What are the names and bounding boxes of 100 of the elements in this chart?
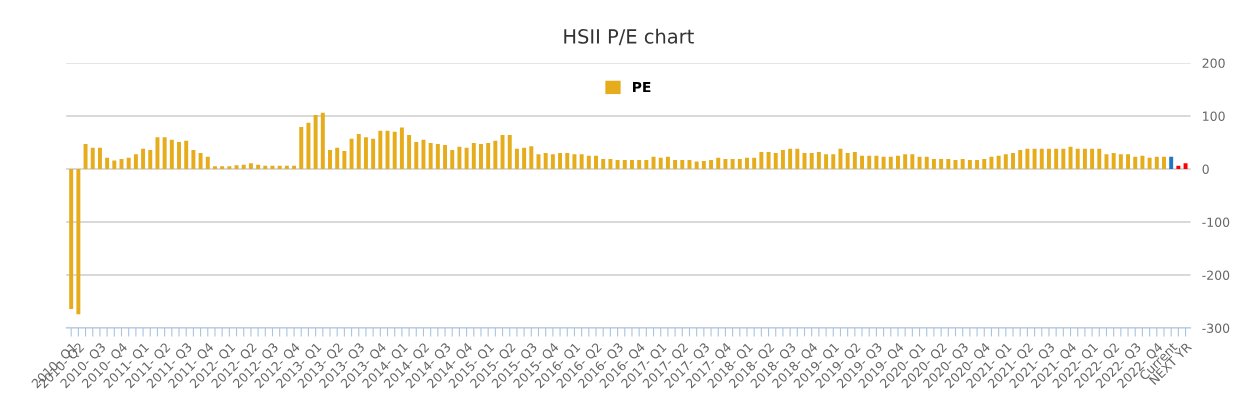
bar (745, 157, 749, 169)
bar (881, 156, 886, 169)
bar (198, 153, 203, 169)
bar (1068, 146, 1073, 169)
bar (1054, 148, 1059, 169)
bar (579, 154, 584, 169)
bar (306, 122, 311, 169)
bar (76, 168, 81, 315)
bar (464, 147, 469, 169)
bar (1046, 148, 1051, 169)
bar (1111, 153, 1116, 169)
bar (162, 137, 167, 169)
bar (320, 112, 325, 169)
bar (392, 131, 397, 169)
bar (780, 149, 785, 169)
bar (378, 130, 383, 169)
bar (917, 156, 922, 169)
bar (1169, 156, 1174, 169)
y-tick-label: 200 (1202, 58, 1225, 68)
bar (615, 159, 620, 169)
bar (608, 158, 613, 169)
bar (90, 147, 95, 169)
bar (234, 165, 239, 169)
bar (896, 155, 900, 169)
bar (1075, 148, 1080, 169)
bar (133, 154, 138, 169)
bar (1003, 154, 1008, 169)
bar (284, 165, 289, 169)
bar (816, 152, 821, 169)
bar (97, 147, 102, 169)
bar (975, 159, 980, 169)
bar (673, 159, 678, 169)
bar (479, 144, 483, 169)
bar (356, 133, 361, 169)
bar (860, 155, 865, 169)
bar (457, 146, 462, 169)
bar (227, 166, 232, 169)
bar (723, 158, 728, 169)
bar (184, 140, 189, 169)
bar (399, 127, 404, 169)
bar (824, 154, 829, 169)
bar (1162, 156, 1166, 169)
bar (1183, 163, 1188, 169)
bar (1082, 148, 1087, 169)
bar (69, 168, 74, 309)
bar (1011, 153, 1015, 169)
bar (112, 160, 117, 169)
bar (363, 137, 368, 169)
bar (1025, 148, 1030, 169)
bar (874, 155, 879, 169)
bar (888, 156, 893, 169)
bar (543, 153, 548, 169)
bar (709, 159, 714, 169)
bar (248, 163, 253, 169)
bar (852, 152, 857, 169)
bar (1018, 149, 1023, 169)
bar (169, 139, 174, 169)
bar (486, 143, 491, 169)
bar (148, 149, 153, 169)
bar (910, 154, 915, 169)
bar (572, 154, 577, 169)
bar (694, 161, 699, 169)
bar (514, 148, 519, 169)
bar (730, 158, 735, 169)
bar (550, 154, 555, 169)
y-tick-label: 100 (1203, 111, 1225, 121)
bar (637, 159, 642, 169)
bar (507, 135, 512, 169)
bar (241, 164, 246, 169)
bar (1140, 155, 1145, 169)
bar (594, 155, 598, 169)
bar (946, 158, 951, 169)
bar (586, 155, 591, 169)
bar (924, 156, 929, 169)
bar (328, 149, 332, 169)
bar (141, 148, 146, 169)
bar (759, 152, 764, 169)
bar (1118, 154, 1123, 169)
bar (773, 153, 778, 169)
bar (831, 154, 836, 169)
bar (407, 135, 412, 169)
bar (292, 165, 297, 169)
bar (500, 135, 505, 169)
bar (838, 148, 843, 169)
bar (1104, 154, 1109, 169)
bar (1133, 156, 1138, 169)
bar (414, 141, 419, 169)
bar (809, 153, 814, 169)
bar (737, 158, 742, 169)
bar (1061, 148, 1066, 169)
bar (335, 147, 340, 169)
bar (565, 153, 570, 169)
bar (651, 156, 656, 169)
bar (205, 156, 210, 169)
y-tick-label: -300 (1202, 323, 1230, 333)
bar (191, 149, 196, 169)
bar (299, 127, 304, 169)
bar (83, 144, 88, 169)
bar (788, 148, 793, 169)
bar (716, 157, 721, 169)
